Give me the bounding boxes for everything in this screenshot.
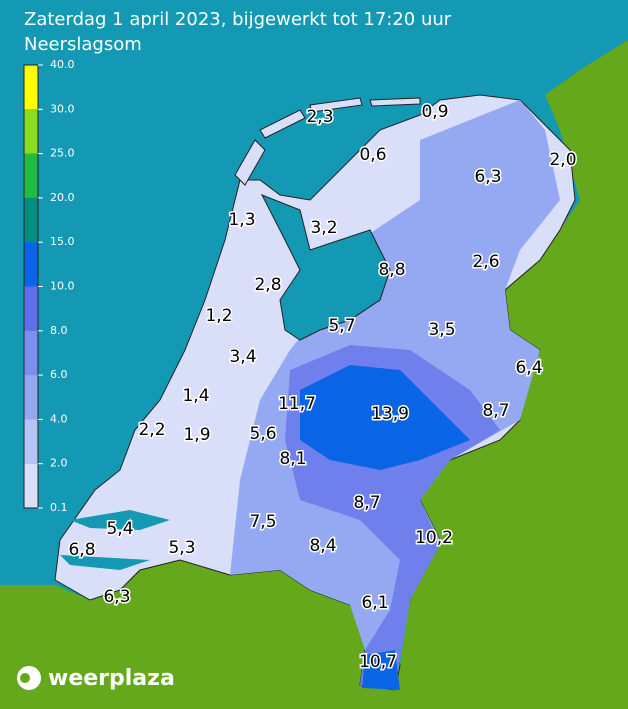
rain-label: 1,4	[182, 386, 209, 406]
legend-band	[24, 153, 38, 198]
legend-band	[24, 375, 38, 420]
legend-band	[24, 330, 38, 376]
rain-label: 1,9	[183, 425, 210, 445]
neighbour-land	[0, 40, 628, 709]
rain-label: 5,6	[249, 424, 276, 444]
rain-label: 6,3	[103, 587, 130, 607]
rain-label: 10,7	[359, 652, 397, 672]
legend-tick-label: 6.0	[50, 368, 68, 381]
rain-label: 6,8	[68, 540, 95, 560]
legend-tick-label: 15.0	[50, 235, 75, 248]
rain-label: 11,7	[278, 394, 316, 414]
rain-label: 13,9	[371, 404, 409, 424]
ijsselmeer	[260, 194, 391, 341]
rain-label: 5,3	[168, 538, 195, 558]
legend-band	[24, 419, 38, 464]
legend-tick-label: 25.0	[50, 147, 75, 160]
legend-band	[24, 242, 38, 287]
legend-tick-label: 20.0	[50, 191, 75, 204]
title: Zaterdag 1 april 2023, bijgewerkt tot 17…	[24, 9, 452, 30]
map-labels: 2,3 0,9 0,6 6,3 2,0 1,3 3,2 8,8 2,6 2,8 1,2 5,7 3,5 3…	[67, 101, 578, 674]
legend-tick-label: 8.0	[50, 324, 68, 337]
rain-label: 3,2	[310, 218, 337, 238]
rain-label: 2,3	[306, 107, 333, 127]
rain-label: 8,8	[378, 260, 405, 280]
rain-label: 2,8	[254, 275, 281, 295]
rain-label: 10,2	[415, 528, 453, 548]
legend-tick-label: 4.0	[50, 412, 68, 425]
rain-label: 6,3	[474, 167, 501, 187]
legend-band	[24, 286, 38, 331]
legend-band	[24, 197, 38, 243]
legend-band	[24, 65, 38, 110]
zeeland-water	[60, 510, 170, 570]
logo: weerplaza	[48, 666, 175, 691]
wadden-islands	[234, 97, 421, 186]
rain-label: 6,1	[361, 593, 388, 613]
legend: 40.0 30.0 25.0 20.0 15.0 10.0 8.0 6.0 4.0 2.0 0.1	[23, 58, 75, 514]
region-10-15	[300, 365, 470, 690]
legend-band	[24, 109, 38, 154]
rain-label: 8,1	[279, 449, 306, 469]
rain-label: 8,7	[353, 493, 380, 513]
subtitle: Neerslagsom	[24, 34, 142, 55]
rain-label: 2,6	[472, 252, 499, 272]
rain-label: 1,2	[205, 306, 232, 326]
rain-label: 7,5	[249, 512, 276, 532]
rain-label: 2,0	[549, 150, 576, 170]
rain-label: 3,5	[428, 320, 455, 340]
rain-label: 5,4	[106, 519, 133, 539]
rain-label: 0,9	[421, 102, 448, 122]
legend-band	[24, 463, 38, 508]
rain-label: 1,3	[228, 210, 255, 230]
legend-tick-label: 2.0	[50, 457, 68, 470]
rain-label: 8,7	[482, 401, 509, 421]
rain-label: 6,4	[515, 358, 542, 378]
legend-tick-label: 10.0	[50, 280, 75, 293]
legend-tick-label: 40.0	[50, 58, 75, 71]
rain-label: 0,6	[359, 145, 386, 165]
rain-label: 5,7	[328, 316, 355, 336]
logo-icon-dot	[20, 673, 30, 683]
rain-label: 2,2	[138, 420, 165, 440]
rain-label: 8,4	[309, 536, 336, 556]
rain-label: 3,4	[229, 347, 256, 367]
legend-tick-label: 30.0	[50, 102, 75, 115]
legend-tick-label: 0.1	[50, 501, 68, 514]
